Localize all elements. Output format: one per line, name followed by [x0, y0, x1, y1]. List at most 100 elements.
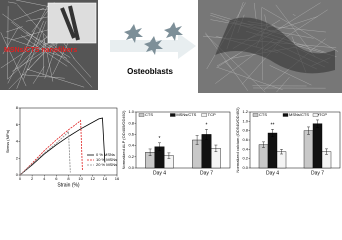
- fiber: [0, 32, 27, 87]
- legend-swatch: [252, 113, 259, 117]
- error-bar: [158, 142, 161, 151]
- line-series: [19, 119, 83, 176]
- fiber: [16, 20, 44, 89]
- y-tick-label: 0.8: [242, 128, 248, 133]
- x-tick-label: 0: [19, 176, 22, 181]
- x-tick-label: 8: [67, 176, 70, 181]
- legend-label: TCP: [208, 112, 216, 117]
- significance: *: [206, 123, 208, 129]
- fiber: [7, 31, 35, 84]
- legend-swatch: [312, 113, 319, 117]
- legend-swatch: [138, 113, 145, 117]
- x-tick-label: 12: [91, 176, 96, 181]
- fiber: [216, 54, 238, 67]
- cells-label: Osteoblasts: [127, 67, 173, 76]
- legend-label: MSNs/CTS: [289, 112, 309, 117]
- fiber: [292, 14, 296, 16]
- fiber: [22, 74, 65, 79]
- nanofiber-label: MSNs/CTS nanofibers: [4, 47, 77, 54]
- legend-label: CTS: [145, 112, 153, 117]
- legend-label: MSNs/CTS: [176, 112, 196, 117]
- fiber: [26, 32, 71, 58]
- y-tick-label: 0.4: [242, 146, 248, 151]
- y-tick-label: 1.0: [242, 118, 248, 123]
- y-tick-label: 0.8: [128, 120, 134, 125]
- y-axis-label: Stress (MPa): [5, 129, 10, 153]
- error-bar: [167, 152, 171, 159]
- error-bar: [205, 129, 208, 140]
- legend-label: 20 % MSNs: [96, 162, 117, 167]
- x-axis-label: Strain (%): [57, 182, 80, 188]
- x-tick-label: Day 7: [311, 170, 324, 176]
- fiber: [13, 7, 45, 21]
- x-tick-label: Day 7: [200, 170, 213, 176]
- fiber: [26, 68, 85, 88]
- fiber: [205, 32, 249, 92]
- fiber: [7, 6, 9, 80]
- fiber: [4, 36, 67, 59]
- fiber: [2, 27, 19, 55]
- error-bar: [325, 148, 328, 155]
- legend-label: 10 % MSNs: [96, 157, 117, 162]
- legend-label: TCP: [319, 112, 327, 117]
- x-tick-label: Day 4: [153, 170, 166, 176]
- y-tick-label: 0.2: [128, 154, 134, 159]
- legend-label: 0 % MSNs: [96, 152, 115, 157]
- y-tick-label: 0.2: [242, 156, 248, 161]
- y-axis-label: Normalized calcium (OD540/OD492): [235, 107, 240, 173]
- legend-swatch: [282, 113, 289, 117]
- fiber: [2, 13, 70, 63]
- x-tick-label: 4: [43, 176, 46, 181]
- error-bar: [195, 135, 199, 145]
- x-tick-label: Day 4: [266, 170, 279, 176]
- error-bar: [148, 148, 152, 156]
- cells: [124, 22, 183, 55]
- line-series: [19, 130, 71, 176]
- fiber: [42, 39, 45, 76]
- fiber: [7, 1, 17, 4]
- fiber: [23, 21, 47, 80]
- cell-sheet: [215, 17, 335, 74]
- y-tick-label: 0.6: [242, 137, 248, 142]
- inset-fiber: [60, 5, 80, 41]
- y-tick-label: 0.0: [128, 165, 134, 170]
- error-bar: [262, 141, 265, 148]
- fiber: [205, 34, 266, 93]
- bar: [303, 130, 314, 169]
- y-tick-label: 0: [16, 172, 19, 177]
- x-tick-label: 6: [55, 176, 58, 181]
- fiber: [276, 76, 290, 93]
- fiber: [7, 45, 44, 80]
- x-tick-label: 10: [78, 176, 83, 181]
- y-tick-label: 8: [16, 105, 19, 110]
- error-bar: [316, 119, 319, 128]
- y-tick-label: 0.0: [242, 165, 248, 170]
- fiber: [224, 60, 232, 69]
- fiber: [20, 35, 68, 67]
- legend-label: CTS: [259, 112, 267, 117]
- error-bar: [280, 149, 283, 155]
- fiber: [42, 33, 54, 82]
- fiber: [253, 2, 257, 21]
- error-bar: [271, 129, 274, 137]
- plot-frame: [135, 111, 231, 169]
- y-tick-label: 0.4: [128, 143, 134, 148]
- fiber: [11, 21, 49, 51]
- x-tick-label: 2: [31, 176, 34, 181]
- fiber: [14, 29, 54, 70]
- fiber: [275, 4, 316, 58]
- legend-swatch: [201, 113, 207, 117]
- y-tick-label: 6: [16, 122, 19, 127]
- x-tick-label: 16: [115, 176, 120, 181]
- y-tick-label: 2: [16, 155, 19, 160]
- y-tick-label: 0.6: [128, 131, 134, 136]
- fiber: [6, 26, 23, 33]
- y-axis-label: Normalized ALP (OD405/OD492): [121, 110, 126, 170]
- significance: *: [159, 136, 161, 142]
- significance: **: [271, 123, 275, 129]
- fiber: [17, 4, 93, 88]
- line-series: [19, 117, 106, 176]
- y-tick-label: 4: [16, 139, 19, 144]
- y-tick-label: 1.2: [242, 109, 248, 114]
- fiber: [0, 37, 47, 69]
